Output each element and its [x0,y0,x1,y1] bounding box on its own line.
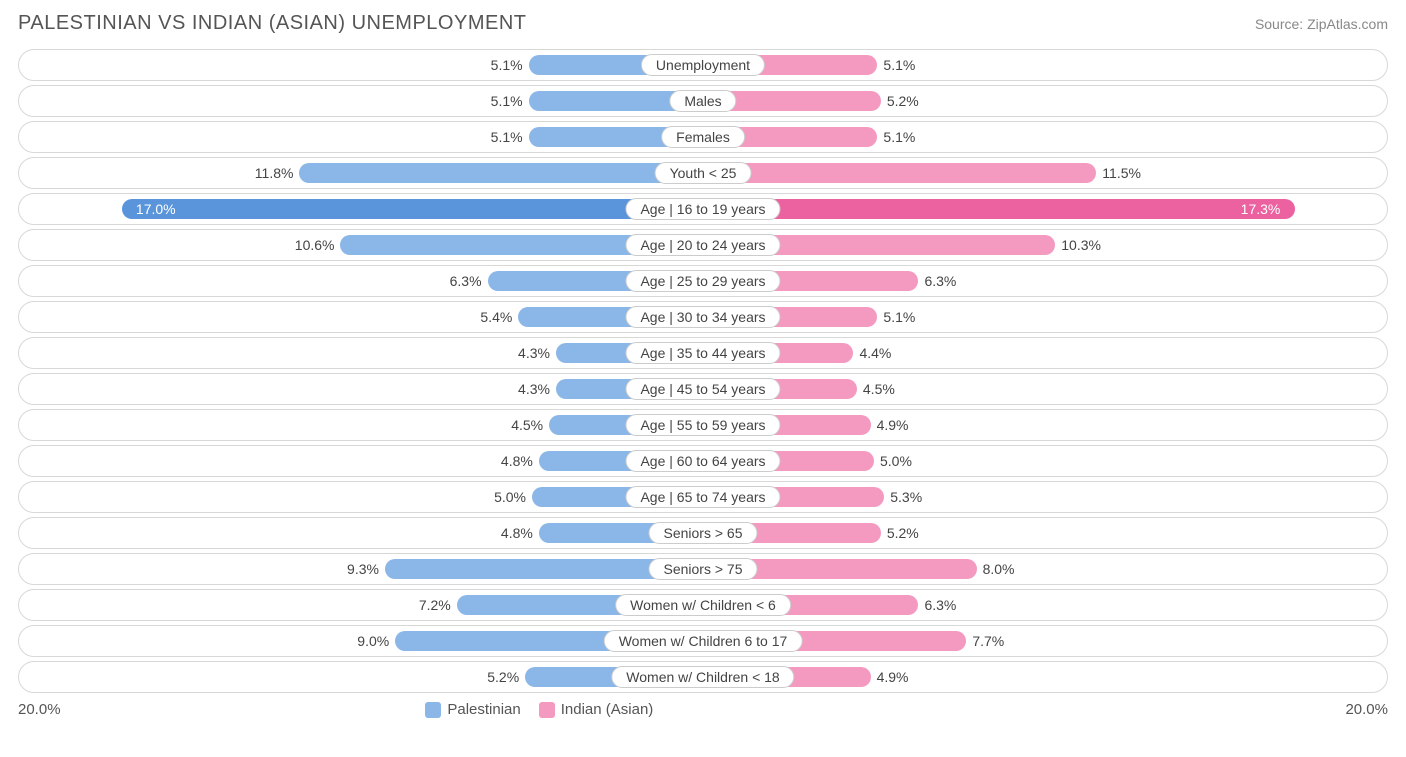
value-left: 4.8% [501,518,533,548]
bar-right [703,199,1295,219]
value-right: 5.1% [883,50,915,80]
value-right: 17.3% [1241,194,1281,224]
value-right: 8.0% [983,554,1015,584]
value-right: 4.5% [863,374,895,404]
value-right: 5.3% [890,482,922,512]
category-label: Seniors > 75 [649,558,758,580]
value-left: 9.3% [347,554,379,584]
value-left: 10.6% [295,230,335,260]
value-right: 5.1% [883,302,915,332]
category-label: Age | 25 to 29 years [625,270,780,292]
chart-row: 5.1% 5.1% Females [18,121,1388,153]
category-label: Age | 30 to 34 years [625,306,780,328]
legend: Palestinian Indian (Asian) [425,701,653,718]
value-left: 4.3% [518,338,550,368]
value-left: 5.1% [491,122,523,152]
value-left: 6.3% [450,266,482,296]
chart-row: 5.4% 5.1% Age | 30 to 34 years [18,301,1388,333]
value-left: 5.2% [487,662,519,692]
category-label: Age | 65 to 74 years [625,486,780,508]
chart-title: PALESTINIAN VS INDIAN (ASIAN) UNEMPLOYME… [18,12,527,35]
chart-row: 4.3% 4.5% Age | 45 to 54 years [18,373,1388,405]
bar-right [703,163,1096,183]
category-label: Youth < 25 [655,162,752,184]
chart-row: 4.8% 5.2% Seniors > 65 [18,517,1388,549]
diverging-bar-chart: 5.1%5.1%Unemployment5.1%5.2%Males5.1%5.1… [18,49,1388,693]
chart-row: 4.3% 4.4% Age | 35 to 44 years [18,337,1388,369]
value-right: 4.9% [877,410,909,440]
value-right: 6.3% [924,266,956,296]
legend-label-right: Indian (Asian) [561,701,654,718]
chart-header: PALESTINIAN VS INDIAN (ASIAN) UNEMPLOYME… [18,12,1388,35]
value-right: 11.5% [1102,158,1141,188]
axis-max-right: 20.0% [1308,701,1388,718]
chart-row: 10.6% 10.3% Age | 20 to 24 years [18,229,1388,261]
bar-left [299,163,703,183]
chart-row: 17.0% 17.3% Age | 16 to 19 years [18,193,1388,225]
axis-max-left: 20.0% [18,701,98,718]
value-right: 5.1% [883,122,915,152]
chart-source: Source: ZipAtlas.com [1255,16,1388,32]
chart-row: 5.1% 5.1% Unemployment [18,49,1388,81]
chart-row: 5.1% 5.2% Males [18,85,1388,117]
chart-row: 7.2% 6.3% Women w/ Children < 6 [18,589,1388,621]
value-right: 10.3% [1061,230,1101,260]
value-left: 5.1% [491,50,523,80]
chart-row: 5.0% 5.3% Age | 65 to 74 years [18,481,1388,513]
category-label: Unemployment [641,54,765,76]
chart-row: 9.3% 8.0% Seniors > 75 [18,553,1388,585]
chart-footer: 20.0% Palestinian Indian (Asian) 20.0% [18,701,1388,718]
chart-row: 4.5% 4.9% Age | 55 to 59 years [18,409,1388,441]
legend-swatch-left [425,702,441,718]
category-label: Seniors > 65 [649,522,758,544]
value-left: 9.0% [357,626,389,656]
value-left: 5.0% [494,482,526,512]
value-left: 4.5% [511,410,543,440]
value-right: 5.2% [887,86,919,116]
value-right: 5.0% [880,446,912,476]
category-label: Women w/ Children < 6 [615,594,791,616]
chart-row: 4.8% 5.0% Age | 60 to 64 years [18,445,1388,477]
value-right: 5.2% [887,518,919,548]
value-right: 4.9% [877,662,909,692]
value-left: 5.1% [491,86,523,116]
value-left: 5.4% [480,302,512,332]
category-label: Age | 16 to 19 years [625,198,780,220]
category-label: Age | 20 to 24 years [625,234,780,256]
category-label: Age | 55 to 59 years [625,414,780,436]
category-label: Age | 35 to 44 years [625,342,780,364]
chart-row: 9.0% 7.7% Women w/ Children 6 to 17 [18,625,1388,657]
value-left: 7.2% [419,590,451,620]
chart-row: 6.3% 6.3% Age | 25 to 29 years [18,265,1388,297]
category-label: Males [669,90,736,112]
legend-item-left: Palestinian [425,701,520,718]
value-left: 17.0% [136,194,176,224]
category-label: Age | 45 to 54 years [625,378,780,400]
value-right: 7.7% [972,626,1004,656]
chart-row: 11.8% 11.5% Youth < 25 [18,157,1388,189]
category-label: Age | 60 to 64 years [625,450,780,472]
value-right: 4.4% [859,338,891,368]
legend-item-right: Indian (Asian) [539,701,654,718]
category-label: Women w/ Children 6 to 17 [604,630,803,652]
category-label: Females [661,126,745,148]
value-right: 6.3% [924,590,956,620]
value-left: 4.8% [501,446,533,476]
chart-row: 5.2% 4.9% Women w/ Children < 18 [18,661,1388,693]
value-left: 11.8% [255,158,294,188]
bar-left [122,199,703,219]
legend-label-left: Palestinian [447,701,520,718]
category-label: Women w/ Children < 18 [611,666,794,688]
value-left: 4.3% [518,374,550,404]
legend-swatch-right [539,702,555,718]
